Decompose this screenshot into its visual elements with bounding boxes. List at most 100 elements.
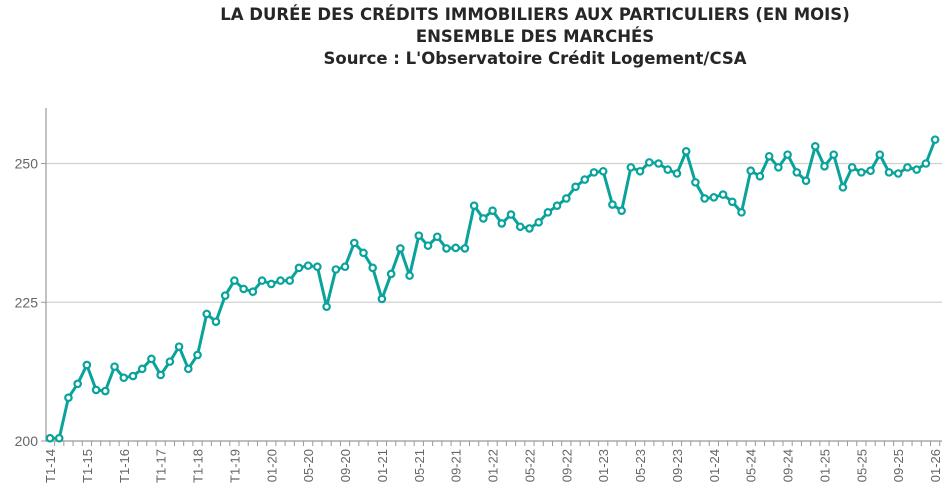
data-point [220, 291, 230, 300]
data-point [128, 371, 138, 381]
data-point [534, 218, 543, 227]
data-point [377, 294, 387, 304]
data-point [82, 360, 92, 370]
data-point [165, 357, 175, 366]
data-point [718, 190, 728, 199]
data-point [829, 150, 839, 159]
data-point [921, 159, 931, 168]
data-point [276, 276, 285, 285]
x-tick-label: T1-19 [227, 449, 242, 483]
chart-source: Source : L'Observatoire Crédit Logement/… [323, 49, 747, 68]
data-point [266, 279, 276, 289]
data-point [838, 183, 848, 192]
data-point [193, 350, 202, 360]
data-point [396, 244, 405, 253]
data-point [792, 168, 802, 177]
data-point [598, 166, 608, 176]
data-point [764, 151, 774, 161]
data-point [571, 182, 580, 192]
data-point [654, 159, 663, 168]
data-point [294, 263, 304, 273]
data-point [635, 166, 645, 176]
data-point [930, 135, 940, 144]
x-tick-label: 09-25 [891, 449, 906, 482]
data-point [73, 379, 82, 389]
data-point [313, 262, 322, 272]
data-point [672, 169, 682, 178]
data-point [644, 158, 654, 167]
data-point [875, 150, 885, 159]
data-point [211, 317, 221, 326]
x-tick-label: T1-18 [191, 449, 206, 483]
data-point [460, 244, 470, 253]
data-point [709, 193, 719, 202]
chart-subtitle: ENSEMBLE DES MARCHÉS [415, 27, 655, 46]
x-tick-label: 09-23 [670, 449, 685, 482]
chart-title: LA DURÉE DES CRÉDITS IMMOBILIERS AUX PAR… [220, 5, 850, 24]
data-point [912, 165, 921, 174]
data-point [617, 206, 626, 215]
data-point [147, 354, 156, 364]
x-tick-label: 05-20 [301, 449, 316, 482]
data-point [783, 150, 792, 159]
data-point [691, 178, 700, 187]
data-point [589, 168, 599, 177]
x-tick-label: 01-22 [486, 449, 501, 482]
data-point [469, 201, 479, 210]
data-point [884, 168, 894, 177]
data-point [543, 208, 553, 217]
data-point [608, 200, 617, 209]
data-point [820, 161, 829, 171]
x-tick-label: T1-17 [154, 449, 169, 483]
x-tick-label: 01-26 [928, 449, 943, 482]
data-point [386, 269, 396, 279]
x-tick-label: 01-25 [817, 449, 832, 482]
data-point [414, 231, 424, 240]
data-point [349, 238, 359, 248]
x-tick-label: 09-24 [781, 449, 796, 482]
data-point [727, 197, 737, 207]
x-tick-label: T1-14 [43, 449, 58, 483]
data-point [184, 364, 193, 374]
data-point [45, 433, 55, 443]
data-point [700, 194, 709, 203]
x-tick-label: 05-23 [633, 449, 648, 482]
data-point [405, 271, 414, 280]
data-point [497, 219, 507, 228]
data-point [774, 163, 783, 172]
data-point [663, 165, 673, 174]
data-point [857, 168, 866, 177]
data-point [737, 208, 746, 217]
y-tick-label: 250 [15, 156, 39, 172]
data-point [137, 364, 147, 374]
data-point [303, 261, 313, 270]
data-point [54, 433, 64, 443]
x-tick-label: 01-23 [596, 449, 611, 482]
data-point [893, 169, 903, 178]
data-point [359, 248, 368, 258]
x-tick-label: 01-24 [707, 449, 722, 482]
x-tick-label: 09-22 [559, 449, 574, 482]
x-tick-label: 05-22 [522, 449, 537, 482]
data-point [423, 241, 433, 250]
data-point [368, 263, 378, 273]
data-point [202, 309, 212, 319]
x-tick-label: 01-21 [375, 449, 390, 482]
data-point [626, 163, 636, 172]
data-point [285, 276, 295, 285]
data-point [847, 163, 857, 172]
data-point [903, 163, 912, 172]
data-point [340, 262, 350, 272]
x-tick-label: 01-20 [264, 449, 279, 482]
data-point [506, 210, 516, 219]
x-tick-label: 05-25 [854, 449, 869, 482]
data-point [119, 373, 129, 383]
data-point [562, 194, 571, 203]
data-point [101, 386, 110, 396]
data-point [331, 265, 341, 274]
data-point [230, 276, 239, 285]
data-point [156, 370, 165, 380]
x-tick-label: T1-15 [80, 449, 95, 483]
data-point [257, 276, 267, 285]
